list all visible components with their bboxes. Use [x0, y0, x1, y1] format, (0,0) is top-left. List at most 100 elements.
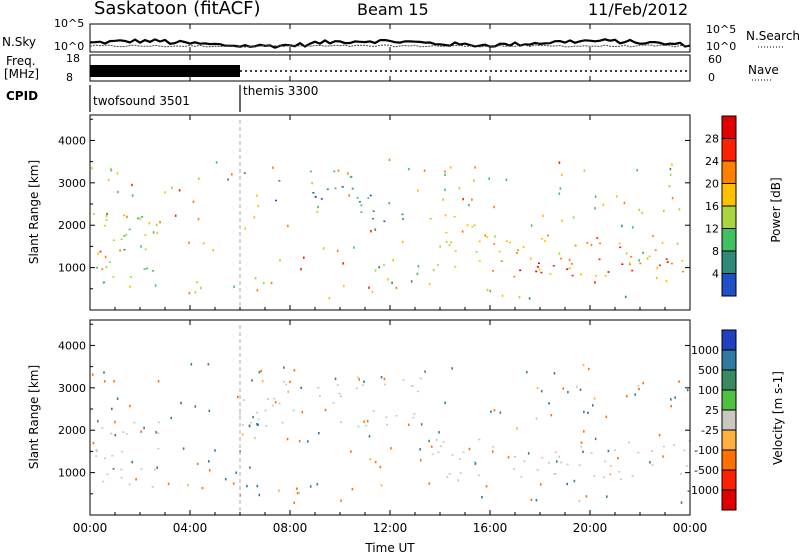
- noise-search-trace: [89, 44, 691, 48]
- data-cell: [366, 419, 369, 423]
- data-cell: [131, 194, 134, 197]
- date-title: 11/Feb/2012: [588, 0, 689, 19]
- noise-right-tick-low: 10^0: [706, 40, 736, 53]
- data-cell: [500, 260, 503, 262]
- data-cell: [526, 371, 528, 374]
- data-cell: [544, 240, 546, 242]
- data-cell: [274, 401, 277, 404]
- data-cell: [554, 473, 557, 475]
- data-cell: [481, 496, 483, 499]
- data-cell: [585, 495, 588, 498]
- data-cell: [450, 241, 453, 244]
- data-cell: [317, 205, 319, 209]
- data-cell: [104, 457, 106, 460]
- data-cell: [594, 207, 596, 210]
- data-cell: [607, 449, 610, 453]
- data-cell: [156, 231, 159, 235]
- data-cell: [202, 242, 205, 245]
- data-cell: [446, 476, 449, 478]
- data-cell: [388, 202, 390, 205]
- data-cell: [683, 449, 686, 452]
- data-cell: [143, 426, 145, 430]
- data-cell: [451, 367, 453, 370]
- colorbar-tick-label: 28: [705, 133, 719, 146]
- data-cell: [278, 180, 281, 182]
- data-cell: [628, 262, 631, 265]
- data-cell: [662, 455, 664, 458]
- x-tick-label: 20:00: [573, 521, 608, 535]
- data-cell: [490, 410, 492, 413]
- data-cell: [356, 197, 359, 199]
- data-cell: [200, 286, 202, 290]
- data-cell: [493, 243, 496, 245]
- data-cell: [196, 281, 198, 284]
- data-cell: [410, 280, 413, 283]
- data-cell: [580, 441, 583, 444]
- freq-label-2: [MHz]: [4, 67, 39, 81]
- data-cell: [572, 216, 575, 219]
- data-cell: [368, 286, 370, 289]
- data-cell: [338, 392, 341, 395]
- data-cell: [462, 197, 464, 201]
- data-cell: [486, 236, 489, 238]
- data-cell: [444, 170, 446, 173]
- data-cell: [580, 445, 583, 448]
- data-cell: [579, 388, 582, 391]
- data-cell: [140, 430, 142, 433]
- data-cell: [471, 225, 474, 228]
- data-cell: [250, 421, 253, 424]
- data-cell: [593, 475, 596, 477]
- data-cell: [383, 377, 386, 381]
- data-cell: [341, 186, 344, 188]
- data-cell: [618, 242, 621, 245]
- data-cell: [208, 460, 210, 463]
- data-cell: [159, 221, 161, 224]
- data-cell: [559, 187, 562, 190]
- data-cell: [156, 466, 158, 469]
- data-cell: [522, 245, 525, 249]
- data-cell: [298, 491, 300, 494]
- data-cell: [568, 267, 571, 269]
- data-cell: [252, 415, 254, 419]
- data-cell: [528, 297, 531, 300]
- data-cell: [493, 409, 496, 412]
- data-cell: [468, 447, 471, 451]
- colorbar-segment: [722, 138, 736, 162]
- data-cell: [530, 224, 533, 227]
- data-cell: [509, 241, 511, 244]
- data-cell: [332, 402, 335, 404]
- data-cell: [157, 421, 160, 424]
- colorbar-tick-label: -25: [701, 424, 719, 437]
- data-cell: [372, 410, 375, 412]
- colorbar-segment: [722, 390, 736, 411]
- data-cell: [428, 282, 431, 286]
- data-cell: [103, 380, 106, 383]
- data-cell: [516, 249, 519, 251]
- data-cell: [454, 250, 457, 252]
- data-cell: [492, 446, 495, 448]
- power-colorbar-label: Power [dB]: [769, 177, 783, 242]
- data-cell: [112, 239, 115, 242]
- data-cell: [114, 420, 116, 424]
- data-cell: [265, 425, 268, 427]
- noise-left-label: N.Sky: [2, 35, 36, 49]
- data-cell: [110, 169, 113, 172]
- data-cell: [104, 255, 107, 259]
- y-tick-label: 4000: [58, 134, 86, 147]
- data-cell: [573, 479, 576, 483]
- data-cell: [256, 484, 259, 488]
- data-cell: [489, 289, 492, 293]
- colorbar-tick-label: 4: [712, 268, 719, 281]
- data-cell: [444, 188, 446, 192]
- data-cell: [101, 427, 104, 429]
- data-cell: [374, 269, 377, 272]
- data-cell: [428, 482, 431, 485]
- data-cell: [157, 380, 160, 383]
- data-cell: [92, 441, 95, 445]
- colorbar-segment: [722, 370, 736, 391]
- data-cell: [505, 178, 508, 181]
- data-cell: [665, 258, 668, 260]
- data-cell: [368, 435, 371, 438]
- data-cell: [449, 166, 452, 169]
- data-cell: [429, 218, 432, 220]
